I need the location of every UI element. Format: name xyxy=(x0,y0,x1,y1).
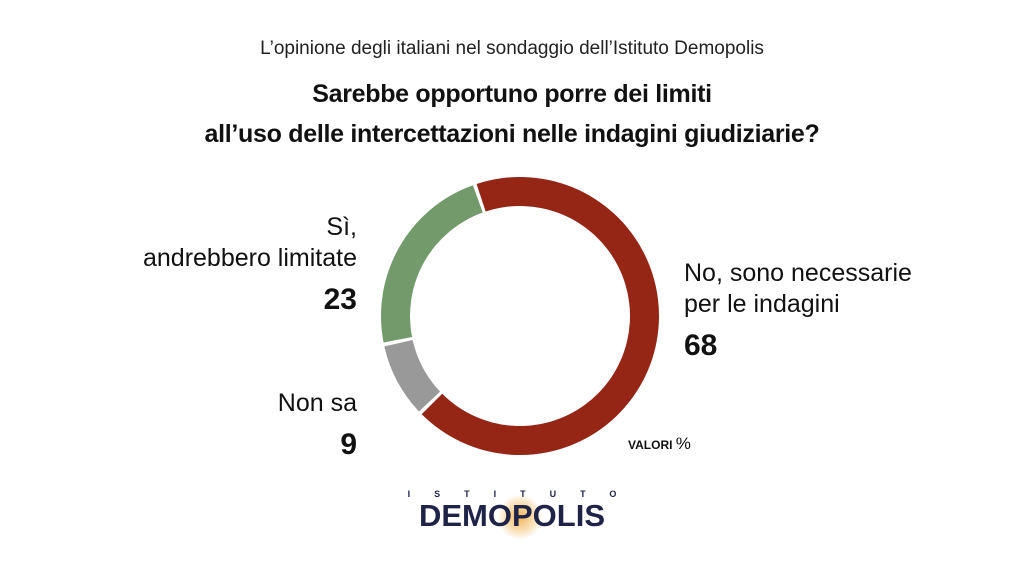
slice-label-non-sa: Non sa 9 xyxy=(278,388,357,460)
slice-no xyxy=(421,176,659,455)
chart-title-line2: all’uso delle intercettazioni nelle inda… xyxy=(204,120,820,148)
slice-label-si-line2: andrebbero limitate xyxy=(142,244,357,272)
chart-title: Sarebbe opportuno porre dei limiti all’u… xyxy=(0,74,1024,154)
slice-value-no: 68 xyxy=(684,329,718,362)
slice-label-non-sa-line1: Non sa xyxy=(277,389,357,417)
chart-title-line1: Sarebbe opportuno porre dei limiti xyxy=(312,80,712,108)
slice-label-no-line2: per le indagini xyxy=(684,290,840,318)
values-unit-note: VALORI % xyxy=(628,434,691,454)
demopolis-logo: ISTITUTO DEMOPOLIS xyxy=(0,488,1024,540)
slice-value-si: 23 xyxy=(323,283,357,316)
logo-demopolis-wordmark: DEMOPOLIS xyxy=(418,494,605,540)
chart-subtitle: L’opinione degli italiani nel sondaggio … xyxy=(260,38,764,59)
slice-label-si: Sì, andrebbero limitate 23 xyxy=(143,212,357,315)
slice-label-si-line1: Sì, xyxy=(326,213,357,241)
unit-symbol: % xyxy=(675,434,691,453)
unit-label: VALORI xyxy=(628,438,673,452)
slice-value-non-sa: 9 xyxy=(340,428,357,461)
slice-label-no: No, sono necessarie per le indagini 68 xyxy=(684,258,912,361)
slice-label-no-line1: No, sono necessarie xyxy=(684,259,912,287)
logo-sun-glow-icon xyxy=(496,494,543,540)
slice-si xyxy=(381,185,483,343)
logo-istituto-text: ISTITUTO xyxy=(0,488,1024,500)
logo-demopolis-text: DEMOPOLIS xyxy=(418,498,605,533)
slice-non-sa xyxy=(384,339,441,412)
